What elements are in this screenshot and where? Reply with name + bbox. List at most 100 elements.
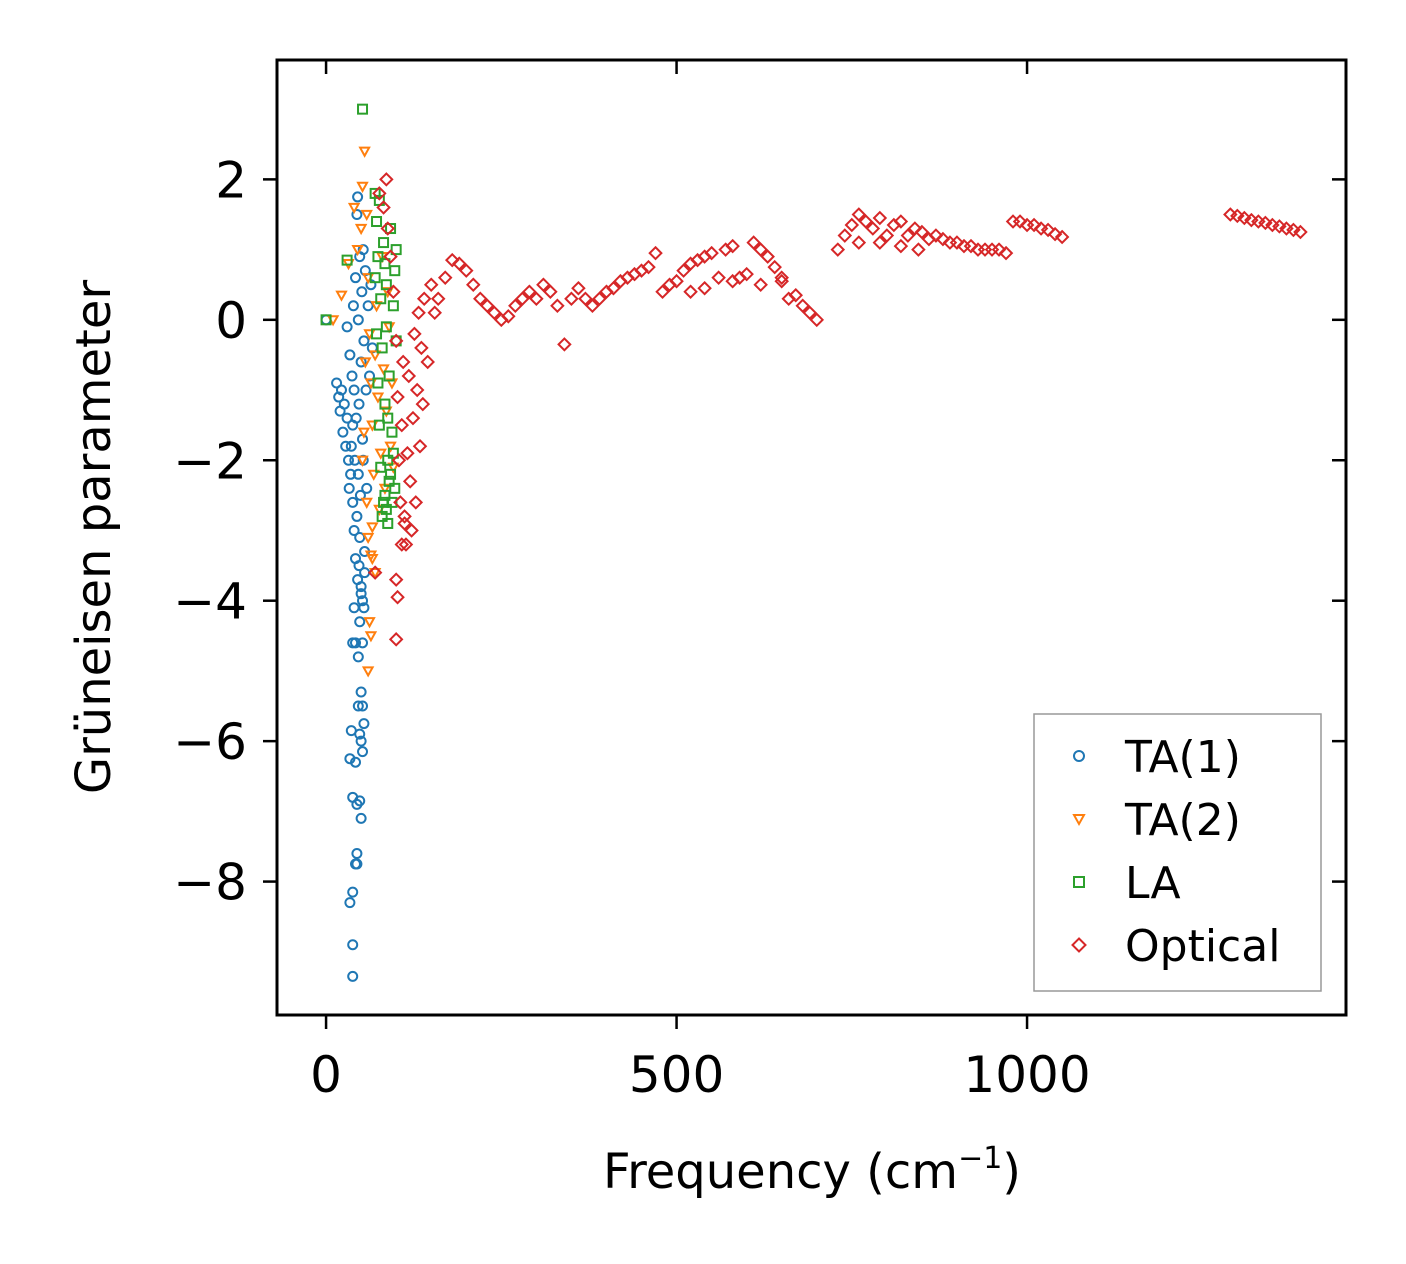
data-point xyxy=(578,291,593,307)
data-point xyxy=(669,273,684,289)
data-point xyxy=(372,377,384,389)
legend-marker xyxy=(1073,750,1085,762)
data-point xyxy=(353,398,365,410)
data-point xyxy=(389,265,401,277)
y-tick-label: 0 xyxy=(215,292,247,350)
data-point xyxy=(998,245,1014,261)
data-point xyxy=(395,354,411,370)
data-point xyxy=(369,272,381,284)
data-point xyxy=(405,410,421,426)
data-point xyxy=(358,718,370,730)
data-point xyxy=(571,280,586,296)
data-point xyxy=(353,560,365,572)
legend-items: TA(1) TA(2) LA Optical xyxy=(1071,732,1280,972)
data-point xyxy=(361,482,373,494)
data-point xyxy=(536,277,551,292)
data-point xyxy=(371,216,383,228)
data-point xyxy=(384,441,397,453)
data-point xyxy=(508,298,523,314)
data-point xyxy=(350,756,362,768)
data-point xyxy=(335,384,347,396)
legend-label: TA(1) xyxy=(1124,732,1241,783)
data-point xyxy=(911,242,926,257)
data-point xyxy=(335,290,348,302)
data-point xyxy=(354,489,366,501)
data-point xyxy=(371,392,385,404)
series-ta-1- xyxy=(320,191,378,982)
data-point xyxy=(420,354,435,370)
data-point xyxy=(400,445,415,461)
data-point xyxy=(592,291,607,307)
data-point xyxy=(375,293,387,305)
data-point xyxy=(697,280,712,296)
data-point xyxy=(347,202,361,215)
data-point xyxy=(368,568,382,580)
data-point xyxy=(364,631,378,643)
data-point xyxy=(354,532,366,543)
data-point xyxy=(351,847,363,859)
data-point xyxy=(371,328,383,340)
data-point xyxy=(358,335,370,347)
data-point xyxy=(357,746,369,758)
data-point xyxy=(851,235,867,250)
data-point xyxy=(377,364,390,376)
data-point xyxy=(373,419,385,431)
data-point xyxy=(355,735,367,747)
data-point xyxy=(411,305,426,321)
data-point xyxy=(390,389,405,405)
data-point xyxy=(391,452,407,468)
data-point xyxy=(355,588,367,600)
data-point xyxy=(372,251,384,263)
data-point xyxy=(357,427,371,439)
data-point xyxy=(381,287,394,299)
data-point xyxy=(375,461,387,473)
y-tick-label: 2 xyxy=(215,151,247,209)
data-point xyxy=(872,210,888,226)
data-point xyxy=(676,263,691,278)
data-point xyxy=(774,270,789,285)
legend-marker xyxy=(1073,876,1085,888)
data-point xyxy=(725,238,740,254)
plot-frame xyxy=(275,58,1348,1017)
data-point xyxy=(543,284,558,299)
data-point xyxy=(361,532,375,545)
data-point xyxy=(366,522,379,534)
data-point xyxy=(408,495,424,510)
data-point xyxy=(378,237,390,249)
data-point xyxy=(368,350,382,362)
data-point xyxy=(355,581,367,593)
data-point xyxy=(379,172,394,187)
legend-marker xyxy=(1072,814,1086,827)
data-point xyxy=(606,280,621,296)
data-point xyxy=(344,897,356,909)
data-point xyxy=(383,475,395,487)
data-point xyxy=(357,595,369,607)
data-point xyxy=(352,468,364,480)
data-point xyxy=(382,412,394,424)
data-point xyxy=(900,228,916,243)
data-point xyxy=(379,258,391,270)
data-point xyxy=(795,298,811,314)
data-point xyxy=(809,312,825,328)
data-point xyxy=(739,266,754,282)
data-point xyxy=(361,666,375,678)
data-point xyxy=(340,440,352,452)
data-point xyxy=(356,181,369,193)
data-point xyxy=(415,396,431,412)
data-point xyxy=(788,287,803,303)
data-point xyxy=(352,314,364,326)
data-point xyxy=(427,305,442,321)
data-point xyxy=(648,245,663,261)
data-point xyxy=(385,223,397,235)
data-point xyxy=(466,277,481,292)
data-point xyxy=(683,284,698,299)
data-point xyxy=(347,300,359,312)
data-point xyxy=(760,249,775,264)
data-point xyxy=(357,700,369,712)
data-point xyxy=(387,447,399,459)
data-point xyxy=(347,886,359,898)
data-point xyxy=(380,221,396,236)
data-point xyxy=(725,273,740,289)
data-point xyxy=(386,496,398,508)
data-point xyxy=(388,632,404,647)
